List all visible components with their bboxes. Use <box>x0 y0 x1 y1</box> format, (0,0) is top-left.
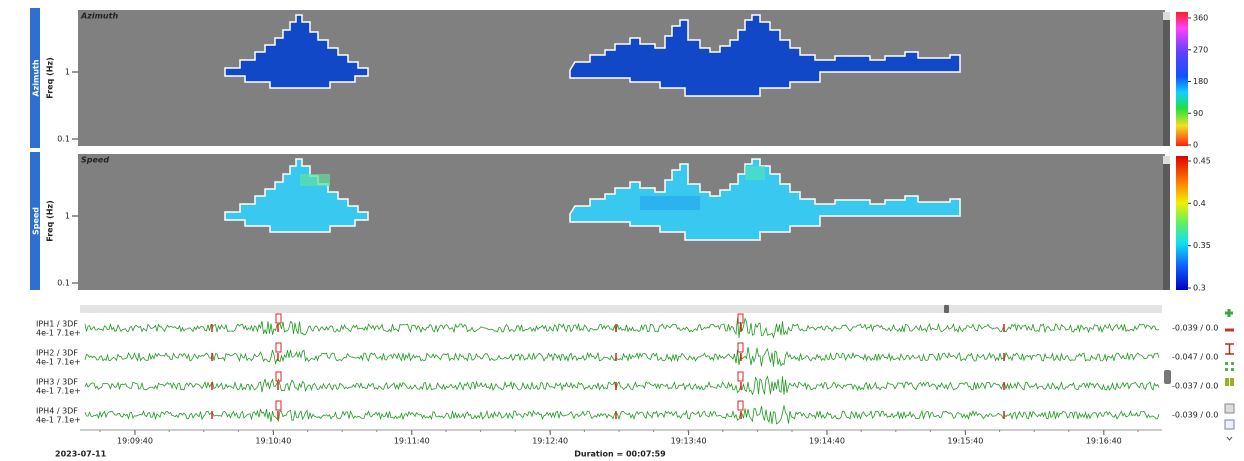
colorbar-tick-label: 0.45 <box>1193 157 1211 166</box>
filter-button[interactable] <box>1224 403 1235 414</box>
colorbar-tick-label: 0 <box>1193 141 1198 150</box>
y-axis-label: Freq (Hz) <box>46 200 55 242</box>
colorbar-ticks: 360 270 180 90 0 <box>1188 14 1208 150</box>
colorbar-tick-label: 0.4 <box>1193 199 1206 208</box>
expand-button[interactable] <box>1163 12 1170 20</box>
colorbar-tick-label: 360 <box>1193 14 1208 23</box>
expand-button[interactable] <box>1163 156 1170 164</box>
colorbar <box>1176 12 1188 146</box>
y-tick-label: 0.1 <box>57 279 70 288</box>
pick-box <box>275 400 282 411</box>
toolbar <box>1224 309 1235 441</box>
waveform <box>84 347 1160 367</box>
trace-range: -0.047 / 0.0 <box>1172 353 1218 362</box>
waveform <box>84 317 1160 339</box>
speed-panel: Speed Freq (Hz) Speed 1 0.1 0.450.40.350… <box>30 152 1211 293</box>
pick-box <box>737 400 744 411</box>
waveform <box>84 375 1160 396</box>
layout-button[interactable] <box>1225 362 1234 371</box>
panel-tab[interactable] <box>30 152 40 290</box>
pick-box <box>737 342 744 353</box>
pick-box <box>737 371 744 382</box>
x-tick-label: 19:09:40 <box>117 437 153 446</box>
scroll-thumb[interactable] <box>944 305 949 313</box>
trace-range: -0.037 / 0.0 <box>1172 382 1218 391</box>
date-label: 2023-07-11 <box>55 450 107 459</box>
pick-box <box>275 342 282 353</box>
trace-range: -0.039 / 0.0 <box>1172 324 1218 333</box>
pick-box <box>275 371 282 382</box>
x-tick-label: 19:13:40 <box>671 437 707 446</box>
x-tick-label: 19:12:40 <box>532 437 568 446</box>
scale-button[interactable] <box>1225 343 1234 355</box>
trace-scale: 4e-1 7.1e+ <box>36 416 81 425</box>
trace-scale: 4e-1 7.1e+ <box>36 358 81 367</box>
trace-scale: 4e-1 7.1e+ <box>36 387 81 396</box>
panel-tab[interactable] <box>30 8 40 148</box>
tab-label: Speed <box>32 207 41 235</box>
spectro-patch <box>640 196 700 210</box>
spectro-patch <box>745 166 765 180</box>
x-tick-label: 19:11:40 <box>394 437 430 446</box>
trace-scale: 4e-1 7.1e+ <box>36 329 81 338</box>
grid-button[interactable] <box>1225 378 1234 386</box>
colorbar-tick-label: 90 <box>1193 109 1203 118</box>
scrollbar[interactable] <box>1163 156 1170 290</box>
tab-label: Azimuth <box>32 59 41 96</box>
colorbar-tick-label: 0.3 <box>1193 284 1206 293</box>
waveform <box>84 405 1160 425</box>
pick-box <box>275 313 282 324</box>
x-tick-label: 19:16:40 <box>1086 437 1122 446</box>
colorbar-tick-label: 180 <box>1193 77 1208 86</box>
more-button[interactable] <box>1226 436 1233 441</box>
panel-title: Azimuth <box>80 12 118 21</box>
pick-box <box>737 313 744 324</box>
trace-scrollbar[interactable] <box>1164 370 1171 384</box>
trace-name: IPH3 / 3DF <box>36 378 78 387</box>
duration-label: Duration = 00:07:59 <box>574 450 666 459</box>
trace-name: IPH4 / 3DF <box>36 407 78 416</box>
y-tick-label: 1 <box>65 68 70 77</box>
x-tick-label: 19:10:40 <box>255 437 291 446</box>
azimuth-panel: Azimuth Freq (Hz) Azimuth 1 0.1 360 270 18… <box>30 8 1208 150</box>
zoom-in-button[interactable] <box>1225 309 1233 317</box>
colorbar-ticks: 0.45 0.4 0.35 0.3 <box>1188 157 1211 293</box>
time-axis-ticks: 19:09:40 19:10:40 19:11:40 19:12:40 19:13:40… <box>99 430 1139 446</box>
y-tick-label: 0.1 <box>57 135 70 144</box>
trace-range: -0.039 / 0.0 <box>1172 411 1218 420</box>
colorbar-tick-label: 270 <box>1193 45 1208 54</box>
spectro-patch <box>300 174 330 186</box>
x-tick-label: 19:14:40 <box>809 437 845 446</box>
colorbar-tick-label: 0.35 <box>1193 241 1211 250</box>
x-tick-label: 19:15:40 <box>947 437 983 446</box>
y-tick-label: 1 <box>65 212 70 221</box>
export-button[interactable] <box>1224 419 1235 430</box>
y-axis-label: Freq (Hz) <box>46 57 55 99</box>
trace-name: IPH2 / 3DF <box>36 349 78 358</box>
scrollbar[interactable] <box>1163 12 1170 146</box>
time-scroll[interactable] <box>80 305 1162 313</box>
colorbar <box>1176 156 1188 290</box>
panel-title: Speed <box>81 156 109 165</box>
trace-name: IPH1 / 3DF <box>36 320 78 329</box>
